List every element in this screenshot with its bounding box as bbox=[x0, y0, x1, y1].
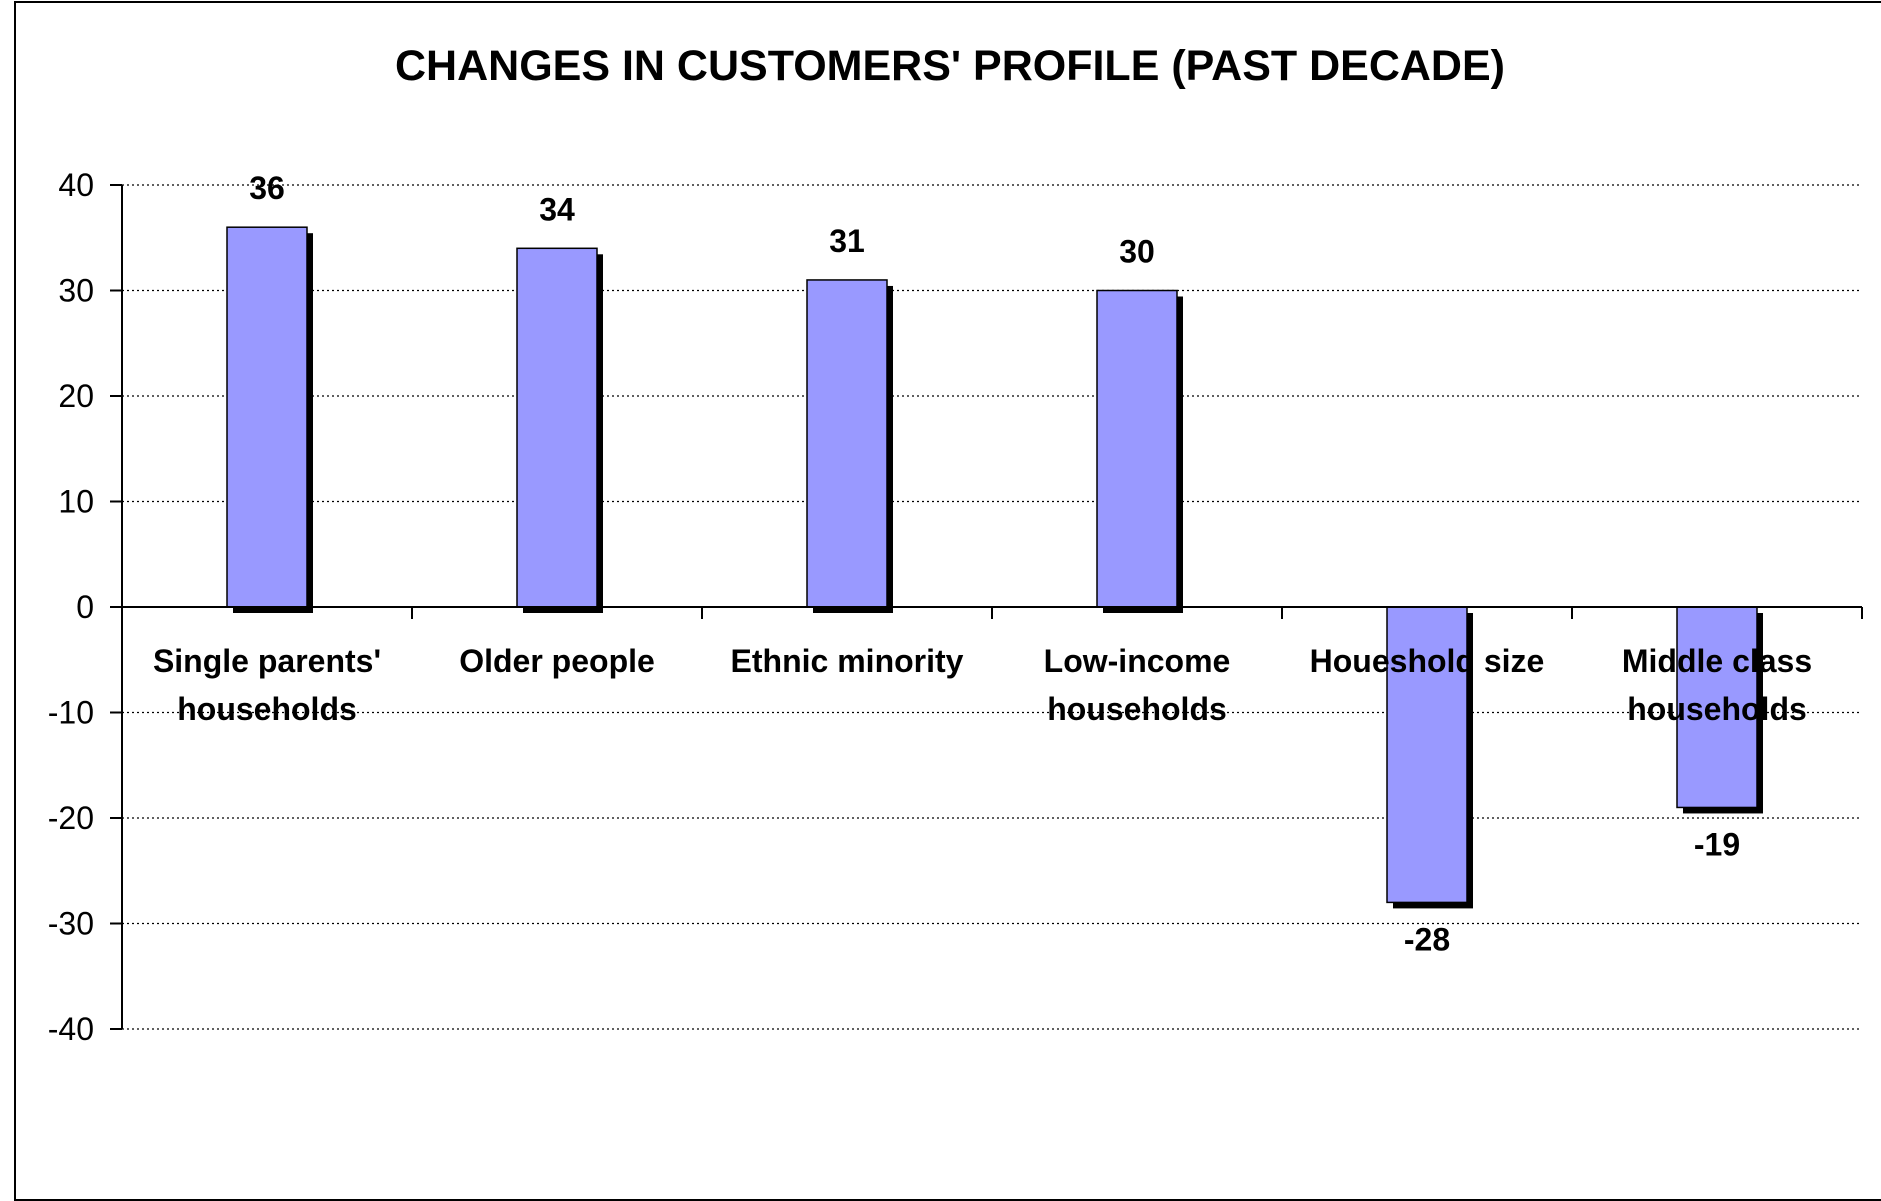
category-label: Houeshold size bbox=[1310, 643, 1545, 679]
bar bbox=[1096, 289, 1178, 608]
y-tick-label: -30 bbox=[48, 906, 94, 942]
chart-title: CHANGES IN CUSTOMERS' PROFILE (PAST DECA… bbox=[395, 42, 1505, 90]
data-label: 36 bbox=[249, 170, 285, 206]
data-label: 30 bbox=[1119, 234, 1155, 270]
category-label: Low-income bbox=[1044, 643, 1231, 679]
y-tick-label: -20 bbox=[48, 800, 94, 836]
bar bbox=[1676, 606, 1758, 809]
category-label: Ethnic minority bbox=[731, 643, 964, 679]
bar bbox=[226, 226, 308, 608]
y-tick-label: 20 bbox=[58, 378, 94, 414]
y-tick-label: 10 bbox=[58, 484, 94, 520]
y-tick-label: -40 bbox=[48, 1011, 94, 1047]
data-label: -28 bbox=[1404, 921, 1450, 957]
data-label: 31 bbox=[829, 223, 865, 259]
category-label: Middle class bbox=[1622, 643, 1812, 679]
category-label: households bbox=[1627, 691, 1807, 727]
y-tick-label: -10 bbox=[48, 695, 94, 731]
y-tick-label: 0 bbox=[76, 589, 94, 625]
category-label: Older people bbox=[459, 643, 655, 679]
chart-plot: 40 30 20 10 0 -10 -20 -30 -40 36 34 31 30 -28 -19 Singl… bbox=[48, 167, 1863, 1047]
y-tick-label: 40 bbox=[58, 167, 94, 203]
y-tick-label: 30 bbox=[58, 273, 94, 309]
bar bbox=[516, 247, 598, 608]
category-label: households bbox=[177, 691, 357, 727]
bar bbox=[806, 279, 888, 608]
category-label: households bbox=[1047, 691, 1227, 727]
data-label: -19 bbox=[1694, 826, 1740, 862]
data-label: 34 bbox=[539, 191, 575, 227]
chart-root: CHANGES IN CUSTOMERS' PROFILE (PAST DECA… bbox=[14, 1, 1881, 1201]
category-label: Single parents' bbox=[153, 643, 381, 679]
